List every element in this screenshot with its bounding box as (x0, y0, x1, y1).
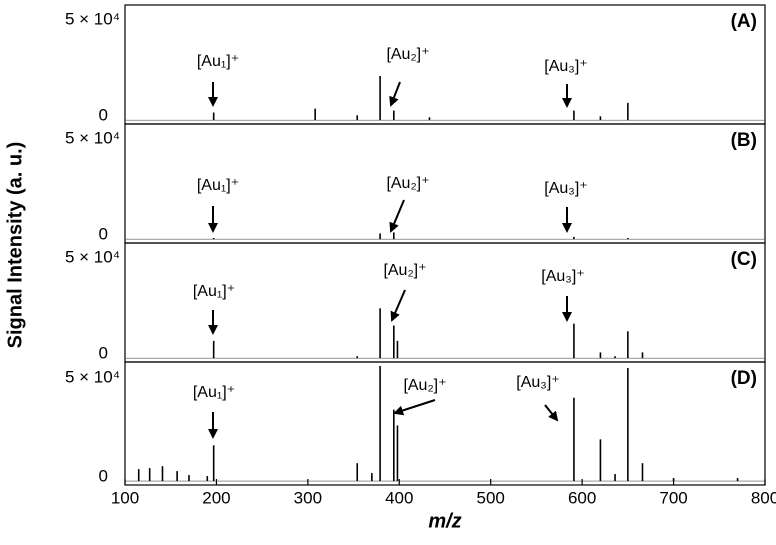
y-tick-label: 5 × 10⁴ (65, 129, 120, 148)
peak-annotation: [Au₁]⁺ (193, 384, 235, 401)
annotation-arrow (544, 404, 559, 422)
peak-annotation: [Au₂]⁺ (386, 46, 429, 63)
peak-annotation: [Au₃]⁺ (544, 58, 587, 75)
annotation-arrow (393, 399, 436, 416)
x-axis-label: m/z (428, 510, 461, 532)
panel-frame (124, 242, 766, 363)
x-tick-label: 800 (751, 488, 776, 507)
x-tick-label: 600 (568, 488, 596, 507)
panel-label: (A) (731, 11, 757, 32)
annotation-arrow (389, 81, 401, 107)
panel-label: (C) (731, 249, 757, 270)
panel-frame (124, 361, 766, 486)
peak-annotation: [Au₁]⁺ (193, 283, 235, 300)
y-axis-label: Signal Intensity (a. u.) (4, 142, 26, 349)
annotation-arrow (390, 289, 406, 322)
peak-annotation: [Au₃]⁺ (541, 268, 584, 285)
x-tick-label: 700 (659, 488, 687, 507)
peak-annotation: [Au₂]⁺ (386, 175, 429, 192)
peak-annotation: [Au₁]⁺ (197, 53, 239, 70)
peak-annotation: [Au₂]⁺ (383, 262, 426, 279)
y-tick-label: 0 (99, 225, 108, 244)
x-tick-label: 400 (385, 488, 413, 507)
y-tick-label: 5 × 10⁴ (65, 248, 120, 267)
x-tick-label: 300 (294, 488, 322, 507)
peak-annotation: [Au₃]⁺ (544, 180, 587, 197)
y-tick-label: 5 × 10⁴ (65, 367, 120, 386)
y-tick-label: 5 × 10⁴ (65, 10, 120, 29)
x-tick-label: 500 (477, 488, 505, 507)
x-tick-label: 100 (111, 488, 139, 507)
peak-annotation: [Au₂]⁺ (403, 377, 446, 394)
x-tick-label: 200 (202, 488, 230, 507)
peak-annotation: [Au₁]⁺ (197, 177, 239, 194)
panel-label: (B) (731, 130, 757, 151)
panel-label: (D) (731, 368, 757, 389)
y-tick-label: 0 (99, 344, 108, 363)
annotation-arrow (389, 199, 405, 233)
y-tick-label: 0 (99, 467, 108, 486)
y-tick-label: 0 (99, 106, 108, 125)
peak-annotation: [Au₃]⁺ (516, 374, 559, 391)
